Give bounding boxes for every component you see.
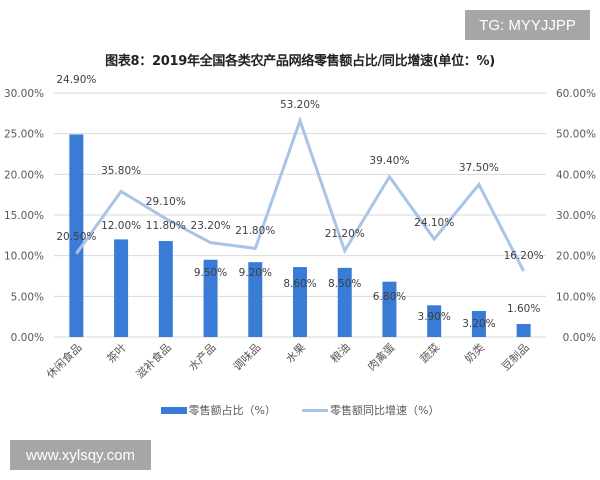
legend: 零售额占比（%） 零售额同比增速（%） <box>0 402 600 418</box>
bar-data-label: 24.90% <box>56 74 96 86</box>
bar <box>427 305 442 337</box>
category-label: 肉禽蛋 <box>364 340 397 373</box>
left-axis-tick-label: 10.00% <box>4 251 44 263</box>
bar <box>337 267 352 337</box>
bar-data-label: 1.60% <box>507 303 540 315</box>
line-data-label: 37.50% <box>459 162 499 174</box>
line-data-label: 16.20% <box>504 250 544 262</box>
line-data-label: 53.20% <box>280 99 320 111</box>
right-axis-tick-label: 60.00% <box>556 88 596 100</box>
right-axis-tick-label: 20.00% <box>556 251 596 263</box>
line-data-labels: 20.50% 35.80% 29.10% 23.20% 21.80% 53.20% 21.2… <box>56 99 543 262</box>
line-data-label: 39.40% <box>369 155 409 167</box>
bar-data-label: 9.50% <box>194 267 227 279</box>
bar <box>203 259 218 337</box>
right-y-axis: 0.00% 10.00% 20.00% 30.00% 40.00% 50.00% 60.00… <box>556 88 596 344</box>
category-label: 休闲食品 <box>43 340 84 381</box>
bar <box>471 310 486 337</box>
bar-data-label: 12.00% <box>101 220 141 232</box>
bar <box>114 239 129 337</box>
left-axis-tick-label: 5.00% <box>11 291 44 303</box>
category-label: 豆制品 <box>499 341 532 374</box>
bar-data-label: 8.50% <box>328 278 361 290</box>
line-data-label: 23.20% <box>191 220 231 232</box>
right-axis-tick-label: 10.00% <box>556 291 596 303</box>
left-axis-tick-label: 30.00% <box>4 88 44 100</box>
category-label: 调味品 <box>231 341 264 374</box>
line-data-label: 24.10% <box>414 217 454 229</box>
bar-data-label: 6.80% <box>373 291 406 303</box>
legend-item-line: 零售额同比增速（%） <box>302 402 439 418</box>
bar-series <box>69 134 531 337</box>
legend-line-label: 零售额同比增速（%） <box>330 404 440 417</box>
bar <box>158 241 173 337</box>
bar <box>293 267 307 337</box>
left-axis-tick-label: 15.00% <box>4 210 44 222</box>
category-label: 奶类 <box>462 340 487 365</box>
line-data-label: 29.10% <box>146 196 186 208</box>
bar <box>69 134 84 337</box>
bar-data-label: 8.60% <box>283 278 316 290</box>
bar-data-label: 3.90% <box>418 311 451 323</box>
right-axis-tick-label: 0.00% <box>563 332 596 344</box>
line-series <box>75 116 525 272</box>
right-axis-tick-label: 30.00% <box>556 210 596 222</box>
line-data-label: 21.80% <box>235 225 275 237</box>
category-label: 茶叶 <box>104 341 129 366</box>
left-y-axis: 0.00% 5.00% 10.00% 15.00% 20.00% 25.00% 30.00% <box>4 88 44 344</box>
category-label: 水果 <box>283 341 308 366</box>
category-label: 滋补食品 <box>133 340 174 381</box>
bar <box>516 323 531 337</box>
bar-data-label: 11.80% <box>146 220 186 232</box>
bar-data-labels: 24.90% 12.00% 11.80% 9.50% 9.20% 8.60% 8.50% 6.… <box>56 74 540 330</box>
line-data-label: 35.80% <box>101 165 141 177</box>
watermark-tg: TG: MYYJJPP <box>465 10 590 40</box>
right-axis-tick-label: 40.00% <box>556 169 596 181</box>
bar-data-label: 9.20% <box>239 267 272 279</box>
bar <box>248 262 263 337</box>
category-label: 蔬菜 <box>418 341 443 366</box>
left-axis-tick-label: 25.00% <box>4 129 44 141</box>
bar <box>382 281 397 337</box>
line-data-label: 21.20% <box>325 228 365 240</box>
left-axis-tick-label: 20.00% <box>4 169 44 181</box>
watermark-url: www.xylsqy.com <box>10 440 151 470</box>
category-label: 水产品 <box>185 340 218 373</box>
growth-line <box>75 116 525 272</box>
right-axis-tick-label: 50.00% <box>556 129 596 141</box>
chart-title: 图表8：2019年全国各类农产品网络零售额占比/同比增速(单位：%) <box>105 54 495 69</box>
line-swatch-icon <box>302 408 328 412</box>
bar-data-label: 3.20% <box>462 318 495 330</box>
x-axis-categories: 休闲食品 茶叶 滋补食品 水产品 调味品 水果 粮油 肉禽蛋 蔬菜 奶类 豆制品 <box>43 340 531 381</box>
gridlines <box>54 92 546 338</box>
legend-item-bar: 零售额占比（%） <box>160 402 276 418</box>
legend-bar-label: 零售额占比（%） <box>188 404 276 417</box>
line-data-label: 20.50% <box>56 231 96 243</box>
left-axis-tick-label: 0.00% <box>11 332 44 344</box>
category-label: 粮油 <box>327 340 352 365</box>
bar-swatch-icon <box>160 406 187 414</box>
